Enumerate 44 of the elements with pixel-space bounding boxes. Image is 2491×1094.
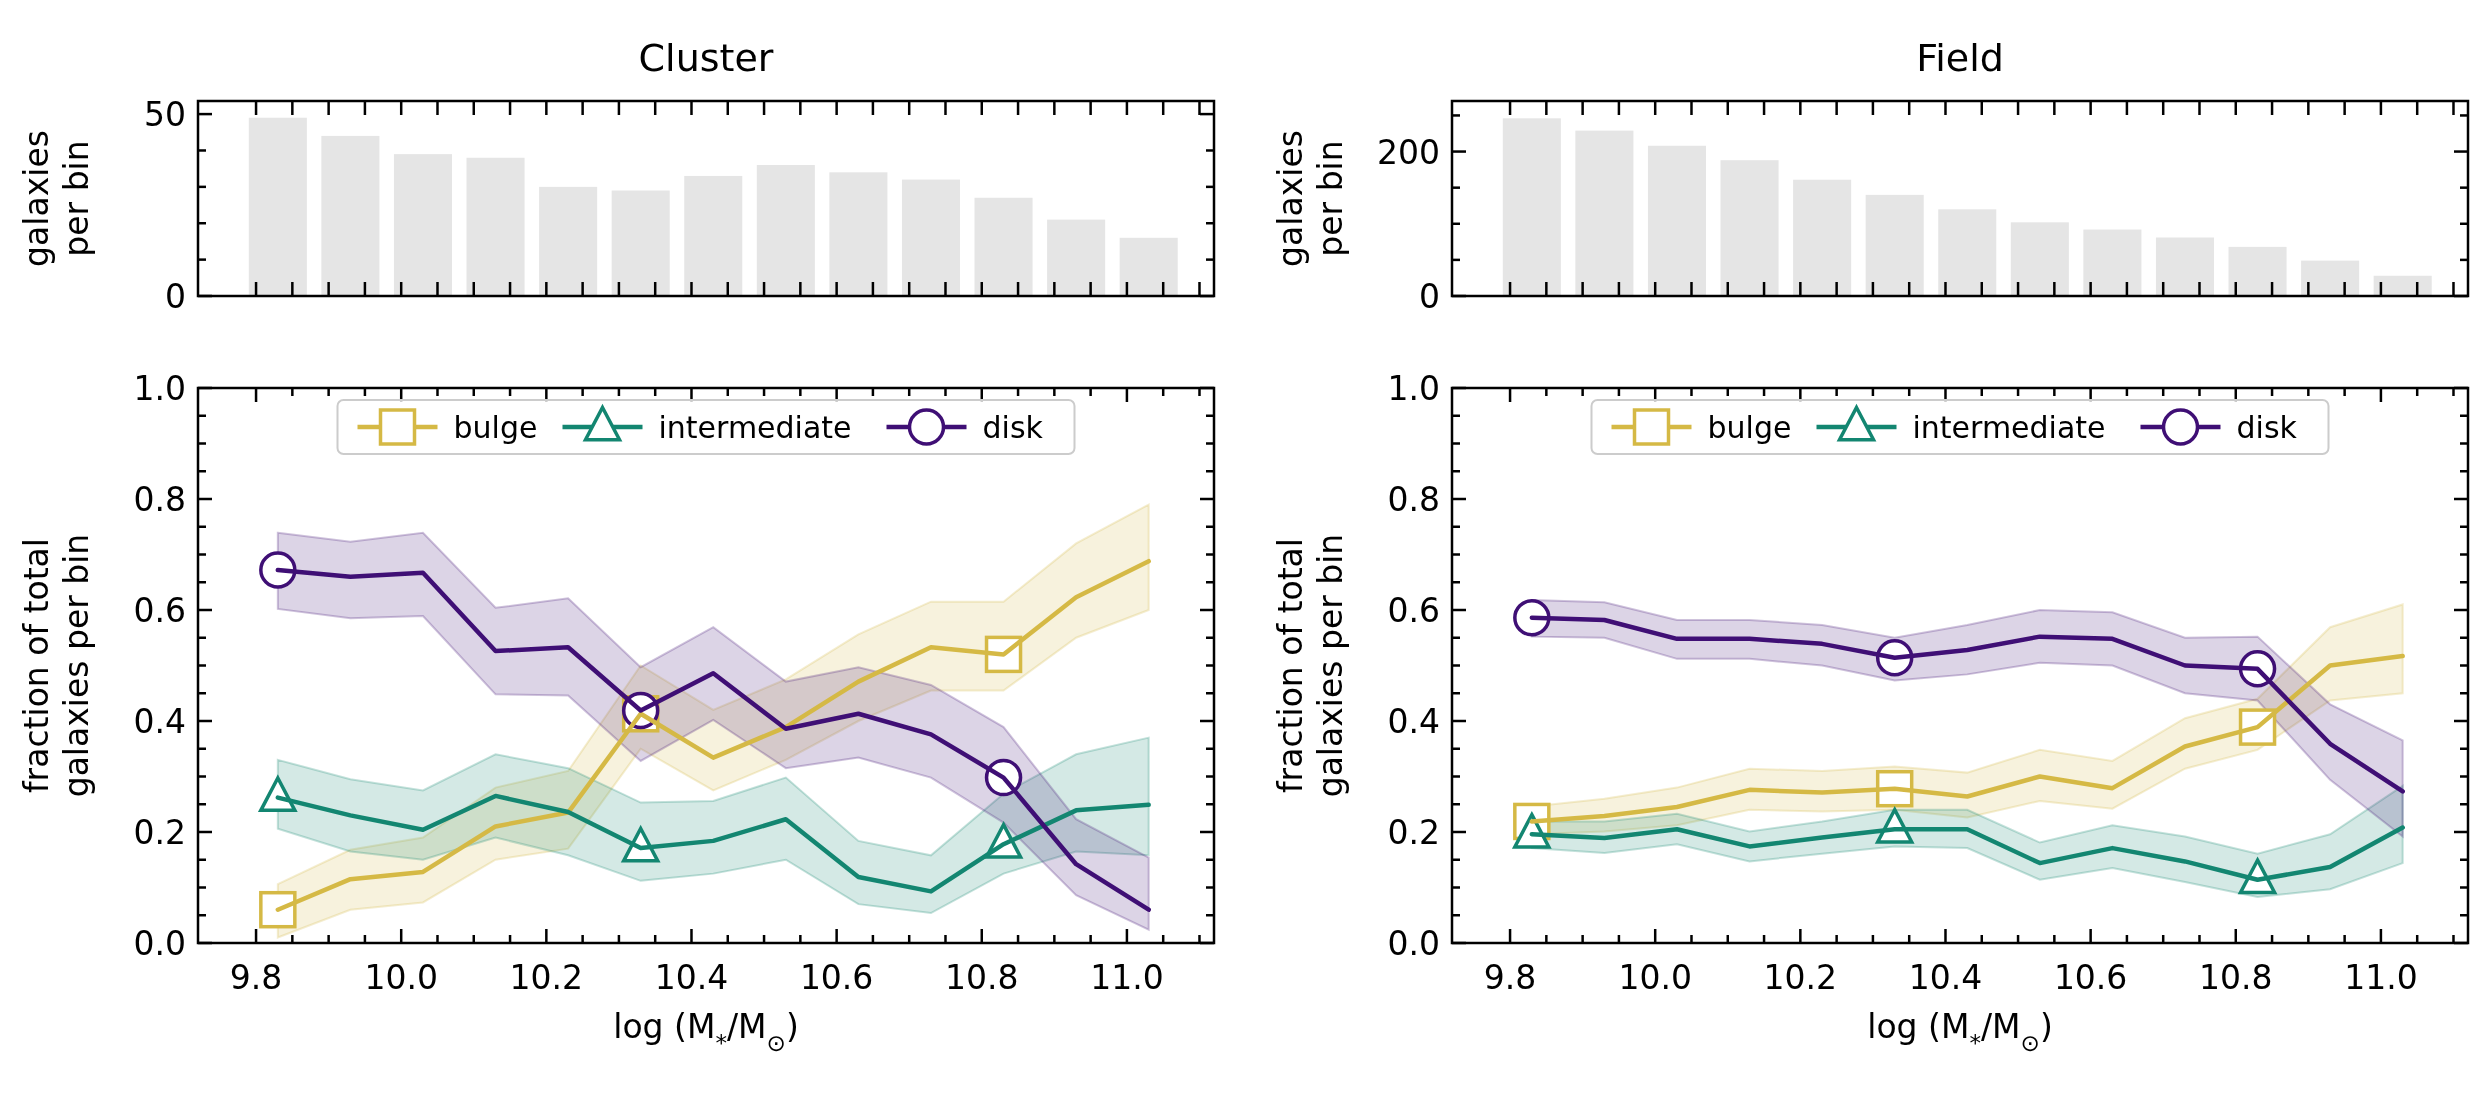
- y-tick-label: 0.2: [1387, 813, 1440, 852]
- x-tick-label: 10.2: [1763, 958, 1838, 997]
- y-tick-label: 0: [165, 277, 186, 316]
- y-axis-title: galaxies per bin: [17, 130, 96, 267]
- x-tick-label: 10.2: [509, 958, 584, 997]
- legend-label: intermediate: [658, 410, 852, 445]
- y-tick-label: 0.8: [133, 480, 186, 519]
- y-tick-label: 0.6: [133, 591, 186, 630]
- y-tick-label: 0.6: [1387, 591, 1440, 630]
- x-tick-label: 9.8: [1483, 958, 1537, 997]
- x-tick-label: 10.6: [799, 958, 874, 997]
- chart-title: Field: [1916, 36, 2004, 80]
- x-tick-label: 10.4: [1908, 958, 1983, 997]
- x-axis-title: log (M$_{*}$/M$_{⊙}$): [1867, 1007, 2053, 1056]
- x-tick-label: 10.0: [1618, 958, 1692, 997]
- x-tick-label: 10.0: [364, 958, 438, 997]
- chart-title: Cluster: [638, 36, 774, 80]
- x-tick-label: 10.8: [2199, 958, 2273, 997]
- legend-label: bulge: [453, 410, 538, 445]
- x-tick-label: 10.8: [945, 958, 1019, 997]
- x-axis-title: log (M$_{*}$/M$_{⊙}$): [613, 1007, 799, 1056]
- y-tick-label: 0.4: [133, 702, 186, 741]
- y-tick-label: 200: [1377, 132, 1440, 172]
- y-tick-label: 0.4: [1387, 702, 1440, 741]
- y-tick-label: 0.2: [133, 813, 186, 852]
- x-tick-label: 9.8: [229, 958, 283, 997]
- y-tick-label: 0.8: [1387, 480, 1440, 519]
- legend-label: intermediate: [1912, 410, 2106, 445]
- y-tick-label: 1.0: [1387, 369, 1440, 408]
- y-tick-label: 50: [144, 95, 186, 135]
- y-tick-label: 0: [1419, 277, 1440, 316]
- legend-label: bulge: [1707, 410, 1792, 445]
- legend-label: disk: [2236, 410, 2298, 445]
- y-axis-title: fraction of total galaxies per bin: [17, 533, 96, 798]
- x-tick-label: 11.0: [2344, 958, 2418, 997]
- legend-label: disk: [982, 410, 1044, 445]
- y-axis-title: fraction of total galaxies per bin: [1271, 533, 1350, 798]
- y-axis-title: galaxies per bin: [1271, 130, 1350, 267]
- y-tick-label: 0.0: [1387, 924, 1440, 963]
- x-tick-label: 11.0: [1090, 958, 1164, 997]
- x-tick-label: 10.6: [2053, 958, 2128, 997]
- y-tick-label: 1.0: [133, 369, 186, 408]
- x-tick-label: 10.4: [654, 958, 729, 997]
- y-tick-label: 0.0: [133, 924, 186, 963]
